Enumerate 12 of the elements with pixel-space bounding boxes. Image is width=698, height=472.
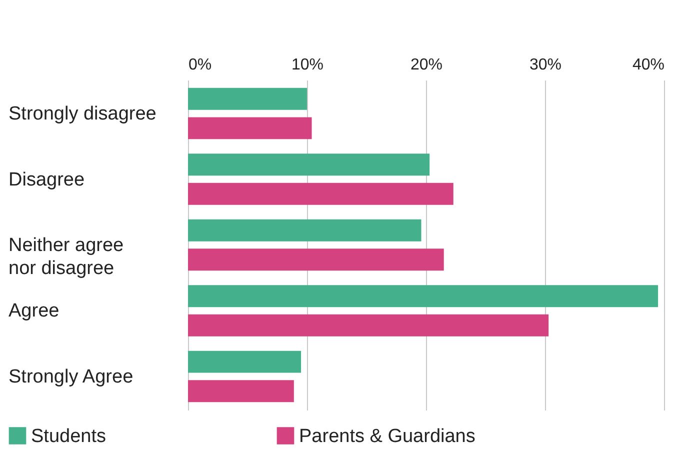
x-tick-label: 30% (529, 56, 562, 74)
x-tick-label: 10% (291, 56, 324, 74)
y-tick-label: Strongly Agree (8, 366, 134, 388)
legend-label: Students (31, 426, 106, 447)
y-tick-label: Strongly disagree (8, 104, 156, 125)
x-tick-label: 40% (632, 56, 664, 74)
legend-label: Parents & Guardians (299, 426, 476, 447)
y-tick-label: Agree (8, 300, 60, 322)
y-tick-label: Disagree (8, 169, 85, 190)
x-tick-label: 0% (188, 56, 212, 74)
y-tick-label: Neither agree nor disagree (8, 235, 124, 279)
x-tick-label: 20% (410, 56, 443, 74)
